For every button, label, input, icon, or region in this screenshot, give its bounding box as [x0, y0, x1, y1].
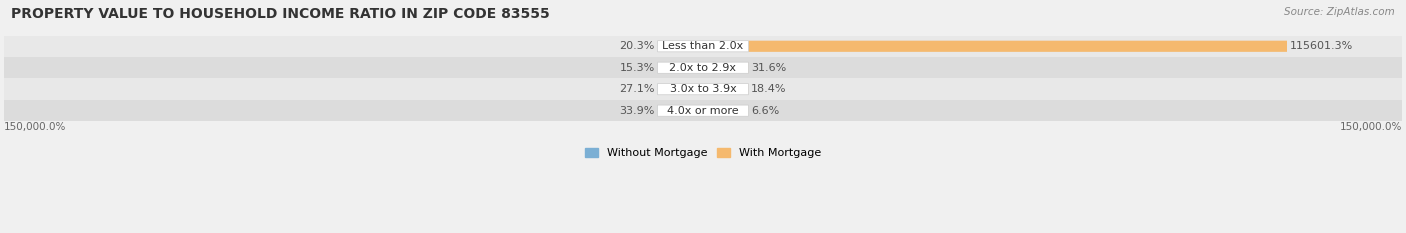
Text: 33.9%: 33.9%	[619, 106, 655, 116]
Text: 2.0x to 2.9x: 2.0x to 2.9x	[669, 63, 737, 73]
Text: 18.4%: 18.4%	[751, 84, 787, 94]
Bar	[4, 35, 1402, 57]
FancyBboxPatch shape	[658, 84, 748, 95]
Text: PROPERTY VALUE TO HOUSEHOLD INCOME RATIO IN ZIP CODE 83555: PROPERTY VALUE TO HOUSEHOLD INCOME RATIO…	[11, 7, 550, 21]
Bar	[4, 100, 1402, 121]
Text: 15.3%: 15.3%	[620, 63, 655, 73]
Text: 150,000.0%: 150,000.0%	[1340, 123, 1402, 132]
Text: 115601.3%: 115601.3%	[1289, 41, 1353, 51]
Bar	[4, 57, 1402, 79]
Text: 20.3%: 20.3%	[619, 41, 655, 51]
Text: 6.6%: 6.6%	[751, 106, 779, 116]
Text: 3.0x to 3.9x: 3.0x to 3.9x	[669, 84, 737, 94]
Bar	[4, 79, 1402, 100]
Text: Source: ZipAtlas.com: Source: ZipAtlas.com	[1284, 7, 1395, 17]
FancyBboxPatch shape	[658, 105, 748, 116]
FancyBboxPatch shape	[748, 41, 1286, 52]
Text: Less than 2.0x: Less than 2.0x	[662, 41, 744, 51]
Text: 150,000.0%: 150,000.0%	[4, 123, 66, 132]
FancyBboxPatch shape	[658, 62, 748, 73]
Text: 31.6%: 31.6%	[751, 63, 786, 73]
FancyBboxPatch shape	[658, 41, 748, 52]
Legend: Without Mortgage, With Mortgage: Without Mortgage, With Mortgage	[581, 143, 825, 163]
Text: 4.0x or more: 4.0x or more	[668, 106, 738, 116]
Text: 27.1%: 27.1%	[619, 84, 655, 94]
